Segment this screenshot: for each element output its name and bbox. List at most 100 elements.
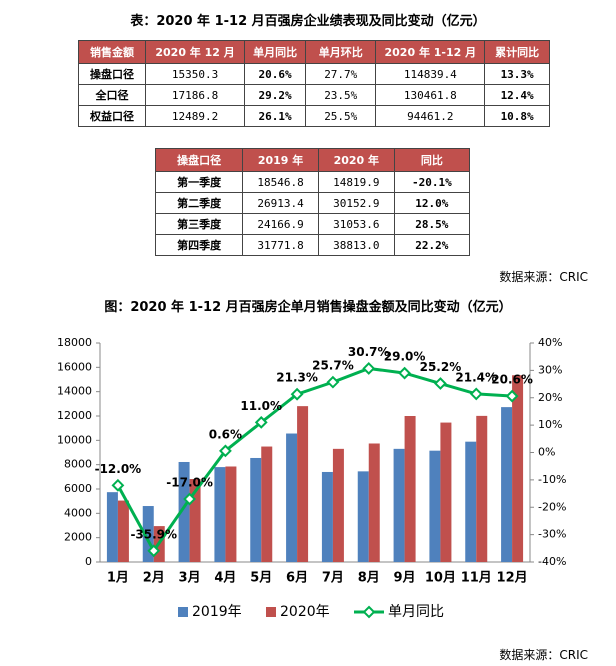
bar: [297, 406, 309, 562]
cell: 23.5%: [305, 84, 377, 106]
cell: 权益口径: [77, 105, 147, 127]
marker: [290, 387, 304, 401]
bar: [106, 492, 118, 562]
marker: [505, 389, 519, 403]
bar: [429, 450, 441, 562]
y2-tick-label: -20%: [538, 500, 566, 513]
bar: [142, 506, 154, 562]
x-tick-label: 4月: [214, 571, 236, 586]
bar: [261, 446, 273, 562]
cell: 17186.8: [145, 84, 246, 106]
cell: 第一季度: [154, 171, 244, 193]
x-tick-label: 5月: [250, 571, 272, 586]
y-tick-label: 12000: [57, 409, 92, 422]
bar: [286, 433, 298, 562]
cell: 94461.2: [375, 105, 486, 127]
cell: 15350.3: [145, 63, 246, 85]
marker: [326, 375, 340, 389]
data-label: -35.9%: [130, 527, 177, 541]
header-cell: 2020 年 12 月: [145, 40, 246, 64]
cell: 13.3%: [484, 63, 550, 85]
cell: 20.6%: [244, 63, 307, 85]
cell: -20.1%: [393, 171, 471, 193]
marker: [183, 492, 196, 506]
data-label: 30.7%: [348, 345, 390, 359]
x-tick-label: 8月: [358, 571, 380, 586]
y-tick-label: 0: [85, 555, 92, 568]
cell: 27.7%: [305, 63, 377, 85]
line: [116, 366, 513, 554]
bar: [368, 443, 380, 562]
cell: 26.1%: [244, 105, 307, 127]
source: 数据来源：CRIC: [499, 648, 588, 662]
header-cell: 单月同比: [244, 40, 307, 64]
cell: 12.4%: [484, 84, 550, 106]
header-cell: 操盘口径: [154, 148, 244, 172]
y2-tick-label: 30%: [538, 363, 562, 376]
cell: 30152.9: [317, 192, 395, 214]
marker: [147, 544, 161, 558]
header-cell: 2019 年: [242, 148, 319, 172]
header-row: 操盘口径 2019 年 2020 年同比: [154, 148, 471, 172]
legend-swatch: [178, 607, 188, 617]
x-tick-label: 11月: [461, 571, 492, 586]
y2-tick-label: 20%: [538, 391, 562, 404]
cell: 12.0%: [393, 192, 471, 214]
data-label: 25.2%: [420, 360, 462, 374]
bar: [250, 457, 262, 562]
legend-label: 单月同比: [388, 604, 444, 620]
cell: 22.2%: [393, 234, 471, 256]
x-tick-label: 7月: [322, 571, 344, 586]
bar: [332, 448, 344, 562]
cell: 全口径: [77, 84, 147, 106]
bar: [321, 471, 333, 562]
y2-tick-label: -30%: [538, 528, 566, 541]
bar: [189, 479, 201, 562]
cell: 25.5%: [305, 105, 377, 127]
y-tick-label: 16000: [57, 360, 92, 373]
x-tick-label: 9月: [394, 571, 416, 586]
cell: 14819.9: [317, 171, 395, 193]
cell: 26913.4: [242, 192, 319, 214]
legend-label: 2019年: [192, 604, 242, 620]
row: 第二季度 26913.4 30152.9 12.0%: [154, 192, 471, 214]
header-cell: 2020 年: [317, 148, 395, 172]
data-label: 29.0%: [384, 350, 426, 364]
legend-swatch: [362, 605, 376, 619]
cell: 操盘口径: [77, 63, 147, 85]
data-label: 20.6%: [491, 373, 533, 387]
y2-tick-label: 10%: [538, 418, 562, 431]
header-cell: 2020 年 1-12 月: [375, 40, 486, 64]
cell: 10.8%: [484, 105, 550, 127]
data-label: 11.0%: [240, 399, 282, 413]
table: 操盘口径 2019 年 2020 年同比 第一季度 18546.8 14819.9 -20.…: [154, 148, 471, 256]
row: 全口径 17186.8 29.2% 23.5% 130461.8 12.4%: [77, 84, 550, 106]
bar: [476, 415, 488, 562]
y2-tick-label: -10%: [538, 473, 566, 486]
data-label: -17.0%: [166, 476, 213, 490]
table-title: 表：2020 年 1-12 月百强房企业绩表现及同比变动（亿元）: [130, 14, 486, 29]
bar: [501, 407, 513, 562]
y-tick-label: 10000: [57, 433, 92, 446]
marker: [434, 377, 447, 390]
bar: [214, 467, 226, 562]
x-tick-label: 10月: [425, 571, 456, 586]
data-label: 21.3%: [276, 371, 318, 385]
header-cell: 累计同比: [484, 40, 550, 64]
y2-tick-label: -40%: [538, 555, 566, 568]
marker: [219, 444, 232, 458]
header-cell: 单月环比: [305, 40, 377, 64]
header-cell: 销售金额: [77, 40, 147, 64]
marker: [469, 387, 483, 401]
cell: 12489.2: [145, 105, 246, 127]
y-tick-label: 18000: [57, 336, 92, 349]
bar: [225, 466, 237, 562]
cell: 31771.8: [242, 234, 319, 256]
row: 第三季度 24166.9 31053.6 28.5%: [154, 213, 471, 235]
x-tick-label: 12月: [497, 571, 528, 586]
cell: 18546.8: [242, 171, 319, 193]
cell: 28.5%: [393, 213, 471, 235]
cell: 29.2%: [244, 84, 307, 106]
header-cell: 同比: [393, 148, 471, 172]
